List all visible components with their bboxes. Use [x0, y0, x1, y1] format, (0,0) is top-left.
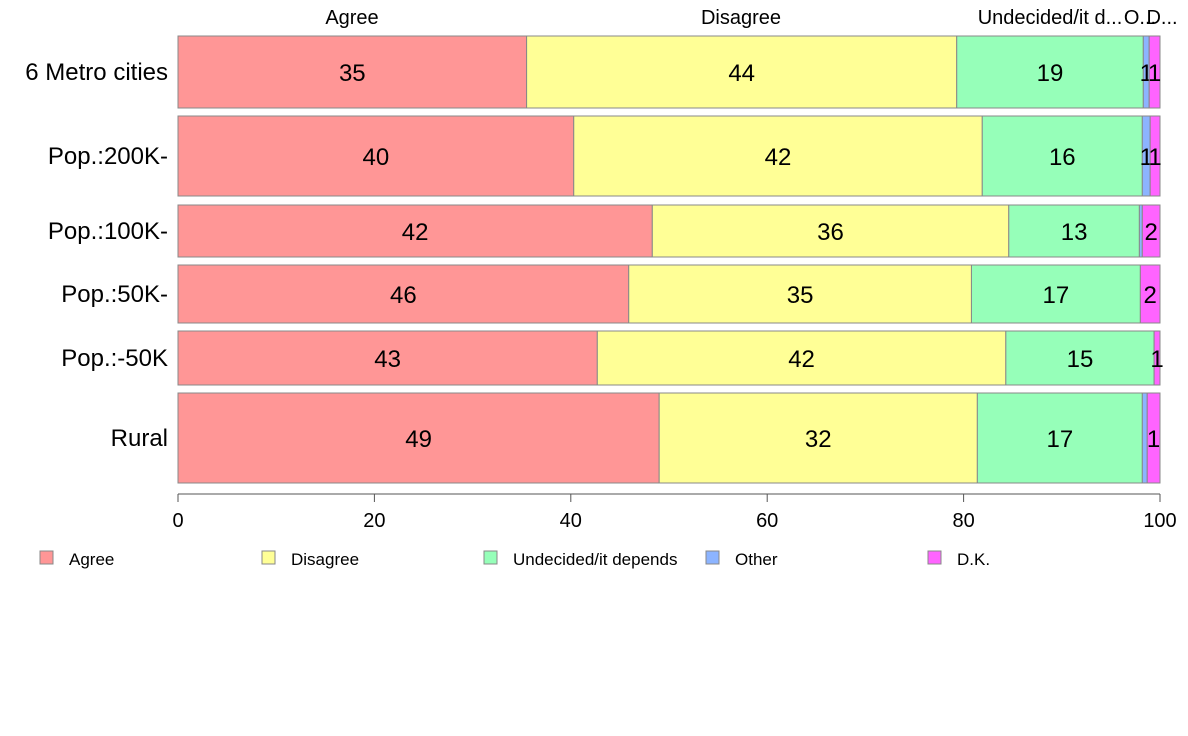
bar-value-label: 36 [817, 219, 844, 246]
bar-value-label: 17 [1043, 282, 1070, 309]
x-tick-label: 20 [363, 510, 385, 532]
x-axis: 0 20 40 60 80 100 [172, 493, 1177, 532]
legend-label: D.K. [957, 550, 990, 569]
bar-value-label: 35 [339, 60, 366, 87]
bar-segment [177, 392, 660, 484]
legend-swatch [483, 550, 498, 565]
bar-value-label: 17 [1046, 426, 1073, 453]
bar-segment [1008, 204, 1140, 258]
legend-label: Other [735, 550, 778, 569]
bar-segment [1141, 204, 1161, 258]
bar-segment [1148, 35, 1161, 109]
bar-segment [1005, 330, 1155, 386]
bar-segment [658, 392, 978, 484]
top-series-label: O... [1124, 7, 1156, 29]
legend-swatch [261, 550, 276, 565]
bar-segment [970, 264, 1141, 324]
x-tick-label: 60 [756, 510, 778, 532]
legend-label: Agree [69, 550, 114, 569]
bar-segment [573, 115, 983, 197]
bar-segment [1149, 115, 1161, 197]
bar-value-label: 32 [805, 426, 832, 453]
bar-value-label: 13 [1061, 219, 1088, 246]
category-label: 6 Metro cities [25, 59, 168, 86]
x-tick-label: 80 [952, 510, 974, 532]
legend-swatch [39, 550, 54, 565]
bar-value-label: 2 [1144, 282, 1157, 309]
legend-label: Undecided/it depends [513, 550, 677, 569]
bar-value-label: 44 [728, 60, 755, 87]
bar-value-label: 43 [374, 346, 401, 373]
bar-segment [1153, 330, 1161, 386]
bar-segment [177, 264, 630, 324]
bar-value-label: 1 [1148, 60, 1161, 87]
bar-value-label: 16 [1049, 144, 1076, 171]
bar-segment [1139, 264, 1161, 324]
bar-value-label: 42 [402, 219, 429, 246]
category-label: Rural [111, 425, 168, 452]
bar-value-label: 2 [1144, 219, 1157, 246]
bar-segment [177, 330, 598, 386]
category-label: Pop.:50K- [61, 281, 168, 308]
top-series-label: Agree [325, 7, 378, 29]
legend: Agree Disagree Undecided/it depends Other D.… [39, 550, 990, 569]
bar-segment [981, 115, 1143, 197]
category-label: Pop.:100K- [48, 218, 168, 245]
x-tick-label: 40 [560, 510, 582, 532]
bar-value-label: 42 [765, 144, 792, 171]
bar-value-label: 46 [390, 282, 417, 309]
legend-label: Disagree [291, 550, 359, 569]
bar-segment [1146, 392, 1161, 484]
bar-segment [177, 115, 575, 197]
top-series-label: D... [1146, 7, 1177, 29]
bar-value-label: 15 [1067, 346, 1094, 373]
top-series-label: Disagree [701, 7, 781, 29]
bar-segment [628, 264, 972, 324]
x-tick-label: 100 [1143, 510, 1176, 532]
bar-value-label: 1 [1147, 426, 1160, 453]
legend-swatch [705, 550, 720, 565]
top-labels: Agree Disagree Undecided/it d... O...D... [325, 7, 1177, 29]
legend-swatch [927, 550, 942, 565]
bar-value-label: 35 [787, 282, 814, 309]
bar-value-label: 1 [1150, 346, 1163, 373]
category-label: Pop.:200K- [48, 143, 168, 170]
bar-segment [596, 330, 1007, 386]
bar-value-label: 40 [363, 144, 390, 171]
bar-value-label: 1 [1140, 144, 1153, 171]
category-label: Pop.:-50K [61, 345, 168, 372]
bar-segment [956, 35, 1144, 109]
top-series-label: Undecided/it d... [978, 7, 1123, 29]
bar-value-label: 42 [788, 346, 815, 373]
bar-segment [177, 204, 653, 258]
bar-segment [976, 392, 1143, 484]
bar-segment [526, 35, 958, 109]
bar-value-label: 19 [1037, 60, 1064, 87]
bar-value-label: 49 [405, 426, 432, 453]
bar-value-label: 1 [1148, 144, 1161, 171]
bar-segment [177, 35, 528, 109]
x-tick-label: 0 [172, 510, 183, 532]
category-labels: 6 Metro cities Pop.:200K- Pop.:100K- Pop.:5… [25, 59, 168, 452]
